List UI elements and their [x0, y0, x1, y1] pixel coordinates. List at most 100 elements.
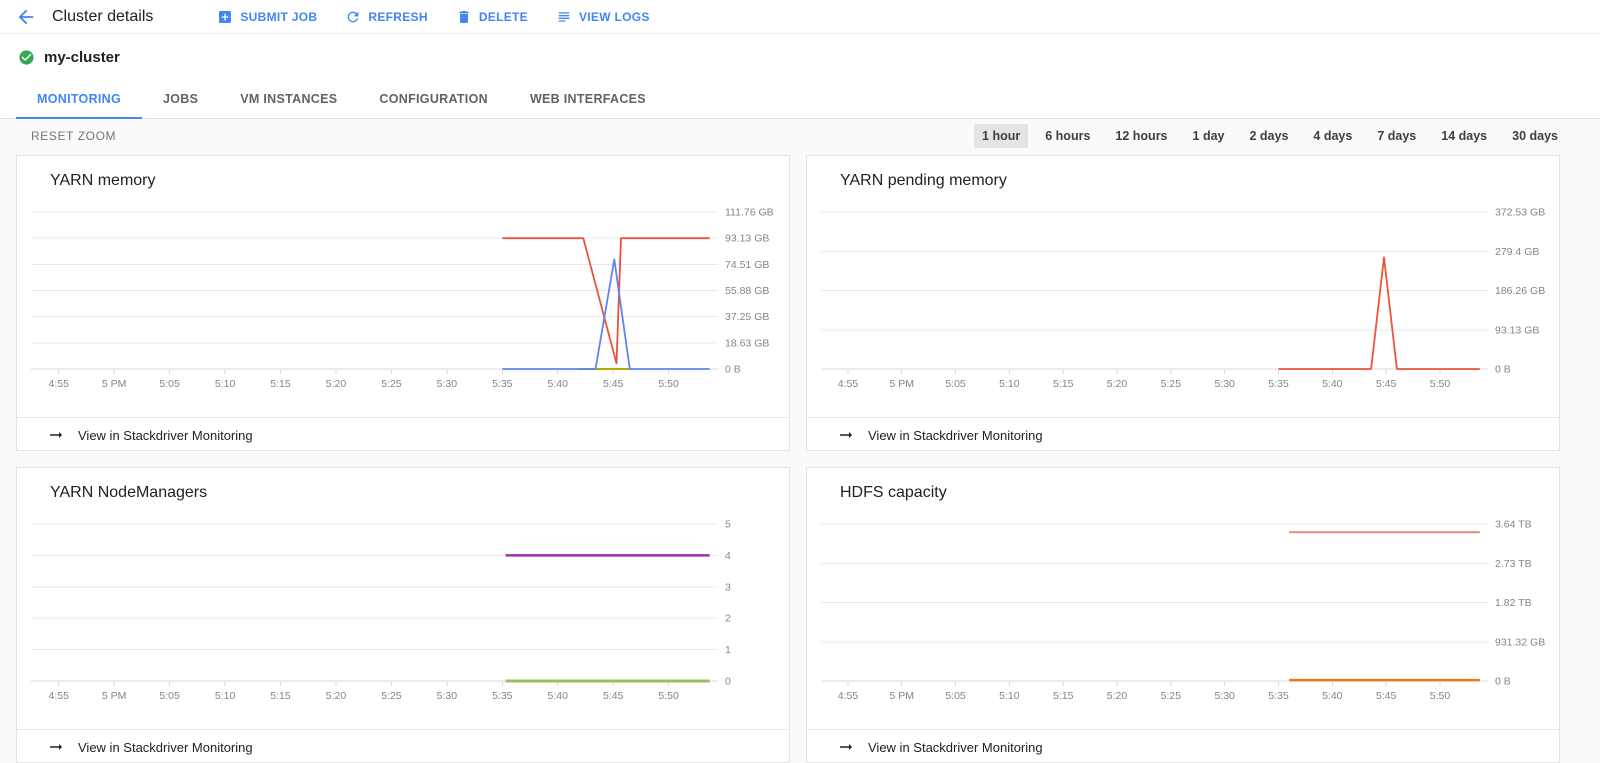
toolbar-button-label: VIEW LOGS — [578, 9, 650, 24]
x-axis-tick-label: 5:35 — [1268, 690, 1289, 702]
view-in-stackdriver-link[interactable]: View in Stackdriver Monitoring — [47, 426, 253, 444]
chart-title: HDFS capacity — [840, 484, 947, 501]
x-axis-tick-label: 5:05 — [159, 690, 180, 702]
x-axis-tick-label: 5:35 — [492, 378, 513, 390]
time-range-1-day[interactable]: 1 day — [1185, 124, 1233, 148]
y-axis-tick-label: 111.76 GB — [725, 207, 774, 219]
tab-bar: MONITORING JOBS VM INSTANCES CONFIGURATION W… — [0, 80, 1600, 119]
arrow-right-icon — [837, 426, 855, 444]
x-axis-tick-label: 5:20 — [326, 378, 347, 390]
x-axis-tick-label: 5:20 — [1107, 378, 1128, 390]
toolbar-button-label: REFRESH — [368, 9, 428, 24]
y-axis-tick-label: 55.88 GB — [725, 285, 769, 297]
x-axis-tick-label: 5:40 — [548, 378, 569, 390]
x-axis-tick-label: 5:45 — [1376, 690, 1397, 702]
time-range-6-hours[interactable]: 6 hours — [1037, 124, 1098, 148]
back-button[interactable] — [13, 4, 39, 30]
y-axis-tick-label: 0 — [725, 676, 731, 688]
toolbar-button-delete[interactable]: DELETE — [442, 3, 542, 31]
tab-configuration[interactable]: CONFIGURATION — [358, 80, 509, 119]
x-axis-tick-label: 5:40 — [1322, 378, 1343, 390]
y-axis-tick-label: 1 — [725, 644, 731, 656]
toolbar-button-submit-job[interactable]: SUBMIT JOB — [203, 3, 331, 31]
y-axis-tick-label: 931.32 GB — [1495, 636, 1545, 648]
x-axis-tick-label: 5:15 — [270, 378, 291, 390]
x-axis-tick-label: 5:15 — [1053, 690, 1074, 702]
tab-vm-instances[interactable]: VM INSTANCES — [219, 80, 358, 119]
stackdriver-link-label: View in Stackdriver Monitoring — [78, 739, 253, 755]
x-axis-tick-label: 4:55 — [838, 378, 859, 390]
x-axis-tick-label: 5 PM — [102, 690, 127, 702]
time-range-1-hour[interactable]: 1 hour — [974, 124, 1029, 148]
cluster-header: my-cluster — [0, 34, 1600, 80]
chart-card-yarn-memory: YARN memory 111.76 GB 93.13 GB 74.51 GB 55.8… — [16, 155, 790, 451]
time-range-4-days[interactable]: 4 days — [1305, 124, 1360, 148]
charts-grid: YARN memory 111.76 GB 93.13 GB 74.51 GB 55.8… — [16, 155, 1600, 763]
x-axis-tick-label: 5:50 — [658, 690, 679, 702]
x-axis-tick-label: 5:50 — [1430, 690, 1451, 702]
tab-jobs[interactable]: JOBS — [142, 80, 219, 119]
view-in-stackdriver-link[interactable]: View in Stackdriver Monitoring — [837, 426, 1043, 444]
x-axis-tick-label: 5:25 — [381, 690, 402, 702]
y-axis-tick-label: 4 — [725, 550, 731, 562]
time-range-14-days[interactable]: 14 days — [1433, 124, 1495, 148]
y-axis-tick-label: 37.25 GB — [725, 311, 769, 323]
page-title: Cluster details — [52, 7, 154, 25]
view-in-stackdriver-link[interactable]: View in Stackdriver Monitoring — [47, 738, 253, 756]
view-in-stackdriver-link[interactable]: View in Stackdriver Monitoring — [837, 738, 1043, 756]
y-axis-tick-label: 3.64 TB — [1495, 519, 1532, 531]
chart-plot: 5 4 3 2 1 0 4:55 5 PM 5:05 5:10 5:15 5:20 5:25 5:30 5:… — [31, 519, 731, 702]
arrow-right-icon — [837, 738, 855, 756]
x-axis-tick-label: 5:15 — [270, 690, 291, 702]
chart-plot: 372.53 GB 279.4 GB 186.26 GB 93.13 GB 0 B 4:5… — [821, 207, 1545, 390]
x-axis-tick-label: 5:50 — [1430, 378, 1451, 390]
refresh-icon — [345, 9, 361, 25]
toolbar-button-label: SUBMIT JOB — [240, 9, 318, 24]
x-axis-tick-label: 5:25 — [381, 378, 402, 390]
stackdriver-link-label: View in Stackdriver Monitoring — [868, 739, 1043, 755]
y-axis-tick-label: 279.4 GB — [1495, 246, 1539, 258]
add-box-icon — [217, 9, 233, 25]
x-axis-tick-label: 5:10 — [215, 690, 236, 702]
y-axis-tick-label: 3 — [725, 581, 731, 593]
x-axis-tick-label: 4:55 — [49, 378, 70, 390]
chart-card-hdfs-capacity: HDFS capacity 3.64 TB 2.73 TB 1.82 TB 931.32… — [806, 467, 1560, 763]
x-axis-tick-label: 5:20 — [1107, 690, 1128, 702]
reset-zoom-button[interactable]: RESET ZOOM — [31, 129, 117, 143]
y-axis-tick-label: 0 B — [725, 364, 741, 376]
time-range-12-hours[interactable]: 12 hours — [1107, 124, 1175, 148]
tab-monitoring[interactable]: MONITORING — [16, 80, 143, 119]
toolbar-button-label: DELETE — [478, 9, 528, 24]
time-range-2-days[interactable]: 2 days — [1241, 124, 1296, 148]
chart-title: YARN NodeManagers — [50, 484, 208, 501]
toolbar-button-view-logs[interactable]: VIEW LOGS — [542, 3, 664, 31]
x-axis-tick-label: 5:05 — [159, 378, 180, 390]
x-axis-tick-label: 5:35 — [492, 690, 513, 702]
stackdriver-link-label: View in Stackdriver Monitoring — [78, 427, 253, 443]
chart-title: YARN memory — [50, 172, 156, 189]
y-axis-tick-label: 2.73 TB — [1495, 558, 1532, 570]
y-axis-tick-label: 186.26 GB — [1495, 285, 1545, 297]
check-circle-icon — [18, 49, 35, 66]
toolbar-button-refresh[interactable]: REFRESH — [331, 3, 441, 31]
y-axis-tick-label: 0 B — [1495, 364, 1511, 376]
toolbar-actions: SUBMIT JOB REFRESH DELETE VIEW LOGS — [203, 3, 663, 31]
chart-plot: 3.64 TB 2.73 TB 1.82 TB 931.32 GB 0 B 4:55 5 P… — [821, 519, 1545, 702]
tab-web-interfaces[interactable]: WEB INTERFACES — [509, 80, 667, 119]
y-axis-tick-label: 93.13 GB — [1495, 324, 1539, 336]
series-orange-red-line — [502, 237, 710, 365]
back-arrow-icon — [15, 6, 37, 28]
delete-icon — [456, 9, 472, 25]
series-blue-line — [502, 258, 710, 370]
x-axis-tick-label: 5:30 — [437, 378, 458, 390]
y-axis-tick-label: 1.82 TB — [1495, 597, 1532, 609]
x-axis-tick-label: 5:30 — [1214, 690, 1235, 702]
x-axis-tick-label: 5:30 — [1214, 378, 1235, 390]
time-range-7-days[interactable]: 7 days — [1369, 124, 1424, 148]
x-axis-tick-label: 5:20 — [326, 690, 347, 702]
x-axis-tick-label: 5:50 — [658, 378, 679, 390]
x-axis-tick-label: 5:10 — [999, 378, 1020, 390]
x-axis-tick-label: 5:35 — [1268, 378, 1289, 390]
time-range-30-days[interactable]: 30 days — [1504, 124, 1566, 148]
chart-card-yarn-pending-memory: YARN pending memory 372.53 GB 279.4 GB 186.… — [806, 155, 1560, 451]
